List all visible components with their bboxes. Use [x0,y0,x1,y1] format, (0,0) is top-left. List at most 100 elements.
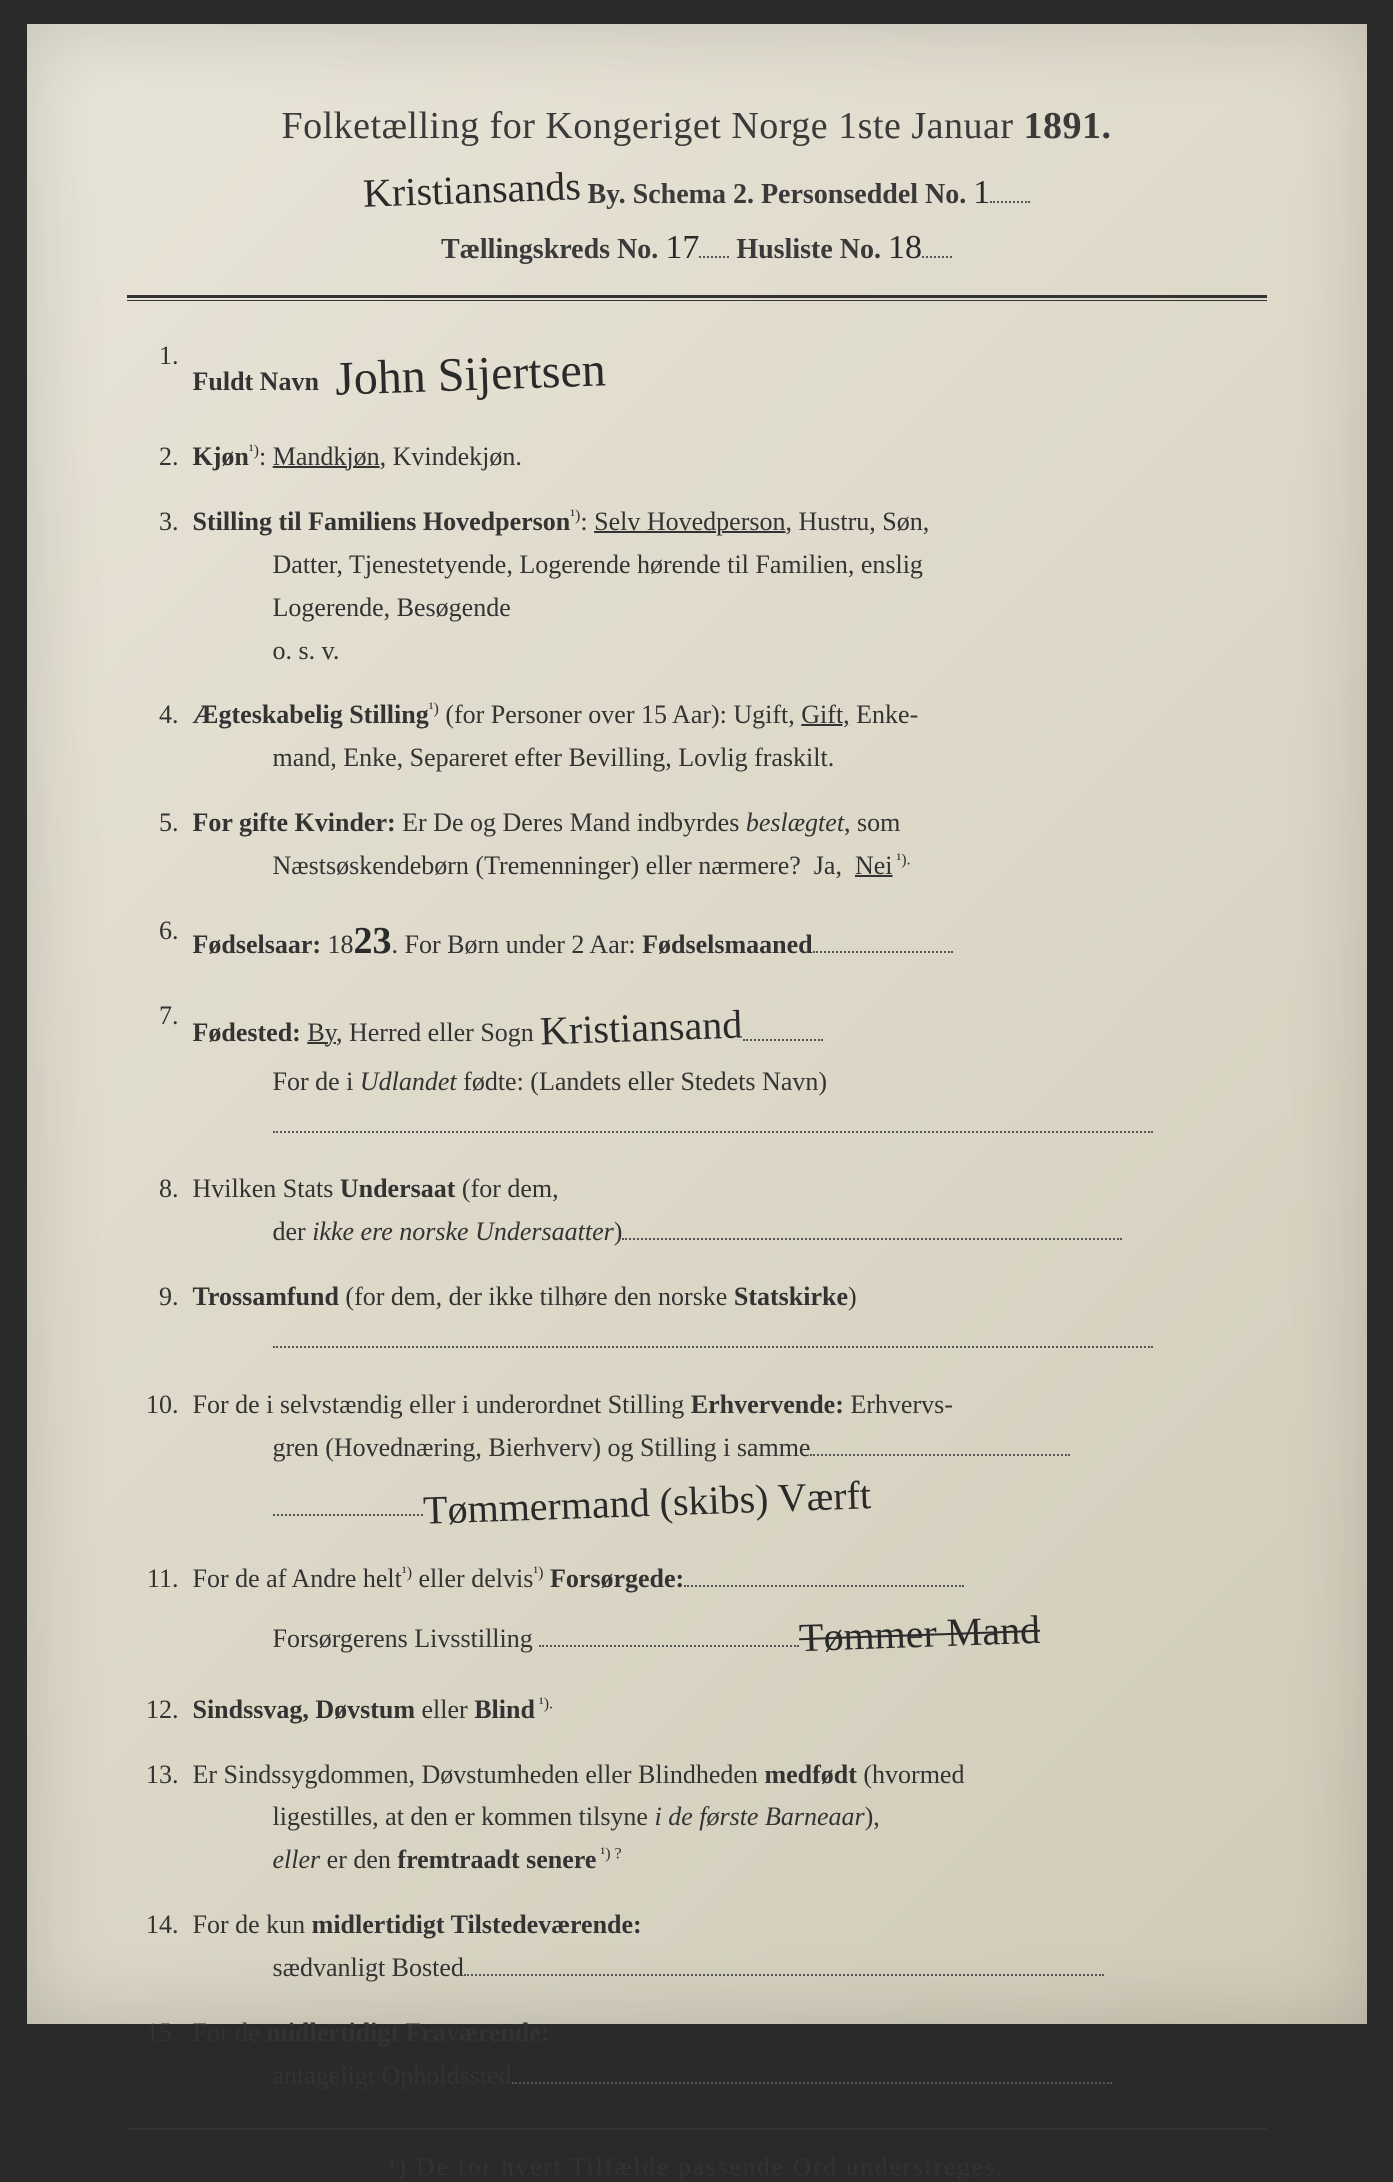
item-14-temp-present: 14. For de kun midlertidigt Tilstedevære… [137,1904,1267,1990]
occ-text: For de i selvstændig eller i underordnet… [193,1390,691,1419]
marital-paren: (for Personer over 15 Aar): Ugift, [439,700,801,729]
related-text2: , som [844,808,900,837]
item-13-congenital: 13. Er Sindssygdommen, Døvstumheden elle… [137,1754,1267,1883]
item-body: Sindssvag, Døvstum eller Blind ¹). [193,1689,1267,1732]
tp-l2-label: sædvanligt Bosted [273,1953,464,1982]
birthplace-udl: Udlandet [360,1067,457,1096]
citizen-ital: ikke ere norske Undersaatter [312,1217,614,1246]
footnote-mark: ¹) [570,507,580,524]
dotted-fill [539,1621,799,1647]
occ-val-line: Tømmermand (skibs) Værft [193,1470,1267,1536]
religion-text2: ) [848,1282,857,1311]
item-body: Fødested: By, Herred eller Sogn Kristian… [193,995,1267,1147]
item-12-disability: 12. Sindssvag, Døvstum eller Blind ¹). [137,1689,1267,1732]
item-body: Trossamfund (for dem, der ikke tilhøre d… [193,1276,1267,1362]
position-cont: Datter, Tjenestetyende, Logerende hørend… [193,544,1267,587]
item-11-supported: 11. For de af Andre helt¹) eller delvis¹… [137,1558,1267,1667]
footnote-mark: ¹) [429,701,439,718]
item-8-citizen: 8. Hvilken Stats Undersaat (for dem, der… [137,1168,1267,1254]
birthplace-value: Kristiansand [539,991,743,1064]
cong-cont: ligestilles, at den er kommen tilsyne i … [193,1796,1267,1839]
title-text: Folketælling for Kongeriget Norge 1ste J… [281,105,1023,147]
birthplace-line2: For de i Udlandet fødte: (Landets eller … [193,1061,1267,1104]
item-body: Er Sindssygdommen, Døvstumheden eller Bl… [193,1754,1267,1883]
occ-text2: Erhvervs- [844,1390,953,1419]
dotted-fill [810,1430,1070,1456]
cong-ital: i de første Barneaar [654,1802,864,1831]
birthyear-label: Fødselsaar: [193,930,322,959]
dotted-fill [922,227,952,258]
ta-line2: antageligt Opholdssted [193,2055,1267,2098]
related-text: Er De og Deres Mand indbyrdes [396,808,746,837]
item-num: 6. [137,910,193,973]
item-num: 11. [137,1558,193,1667]
cong-label: medfødt [764,1760,856,1789]
item-2-sex: 2. Kjøn¹): Mandkjøn, Kvindekjøn. [137,436,1267,479]
supporter-value: Tømmer Mand [798,1597,1041,1671]
tp-label: midlertidigt Tilstedeværende: [312,1910,642,1939]
footnote-mark: ¹). [893,851,911,868]
position-osv: o. s. v. [193,630,1267,673]
item-num: 7. [137,995,193,1147]
supp-text: For de af Andre helt [193,1564,402,1593]
item-body: For de midlertidigt Fraværende: antageli… [193,2012,1267,2098]
ta-text: For de [193,2018,267,2047]
item-num: 4. [137,694,193,780]
citizen-line2: der ikke ere norske Undersaatter) [193,1211,1267,1254]
form-items: 1. Fuldt Navn John Sijertsen 2. Kjøn¹): … [127,335,1267,2098]
name-label: Fuldt Navn [193,367,319,396]
kreds-label: Tællingskreds No. [441,234,658,265]
religion-blank [193,1319,1267,1362]
husliste-no-value: 18 [888,229,922,267]
birthyear-value: 23 [354,910,392,973]
birthplace-blank [193,1104,1267,1147]
header-rule [127,295,1267,301]
related-ital: beslægtet [746,808,844,837]
item-body: For de kun midlertidigt Tilstedeværende:… [193,1904,1267,1990]
marital-rest: Enke- [850,700,919,729]
dotted-fill [813,927,953,953]
supp-l2-label: Forsørgerens Livsstilling [273,1624,540,1653]
footnote-mark: ¹) [533,1564,543,1581]
item-num: 1. [137,335,193,414]
religion-text: (for dem, der ikke tilhøre den norske [339,1282,734,1311]
item-body: Kjøn¹): Mandkjøn, Kvindekjøn. [193,436,1267,479]
occupation-value: Tømmermand (skibs) Værft [421,1462,871,1544]
dis-label: Sindssvag, Døvstum [193,1695,416,1724]
footnote-mark: ¹) [402,1564,412,1581]
cong-label2: fremtraadt senere [397,1845,596,1874]
footnote-mark: ¹) ? [596,1846,621,1863]
name-value: John Sijertsen [334,330,607,419]
birthplace-label: Fødested: [193,1018,301,1047]
religion-label: Trossamfund [193,1282,339,1311]
husliste-label: Husliste No. [736,234,881,265]
person-no-value: 1 [973,174,990,212]
city-handwritten: Kristiansands [362,162,581,217]
item-num: 3. [137,501,193,673]
dotted-fill [464,1950,1104,1976]
religion-label2: Statskirke [734,1282,848,1311]
title-year: 1891. [1024,105,1112,147]
sex-text: : Mandkjøn, Kvindekjøn. [259,442,522,471]
item-body: Ægteskabelig Stilling¹) (for Personer ov… [193,694,1267,780]
birthplace-rest: Herred eller Sogn [342,1018,540,1047]
birthyear-rest: . For Børn under 2 Aar: [392,930,643,959]
ta-label: midlertidigt Fraværende: [266,2018,549,2047]
footer-rule [127,2128,1267,2130]
supp-line2: Forsørgerens Livsstilling Tømmer Mand [193,1601,1267,1667]
city-line: Kristiansands By. Schema 2. Personseddel… [127,166,1267,213]
item-6-birthyear: 6. Fødselsaar: 1823. For Børn under 2 Aa… [137,910,1267,973]
footnote-text: ¹) De for hvert Tilfælde passende Ord un… [127,2154,1267,2182]
occ-label: Erhvervende: [691,1390,844,1419]
kreds-line: Tællingskreds No. 17 Husliste No. 18 [127,227,1267,267]
item-15-temp-absent: 15. For de midlertidigt Fraværende: anta… [137,2012,1267,2098]
dis-mid: eller [415,1695,474,1724]
sex-label: Kjøn [193,442,249,471]
item-body: Fødselsaar: 1823. For Børn under 2 Aar: … [193,910,1267,973]
item-body: Fuldt Navn John Sijertsen [193,335,1267,414]
related-cont: Næstsøskendebørn (Tremenninger) eller næ… [193,845,1267,888]
item-body: For de i selvstændig eller i underordnet… [193,1384,1267,1536]
position-label: Stilling til Familiens Hovedperson [193,507,571,536]
dotted-fill [699,227,729,258]
cong-text2: (hvormed [857,1760,965,1789]
